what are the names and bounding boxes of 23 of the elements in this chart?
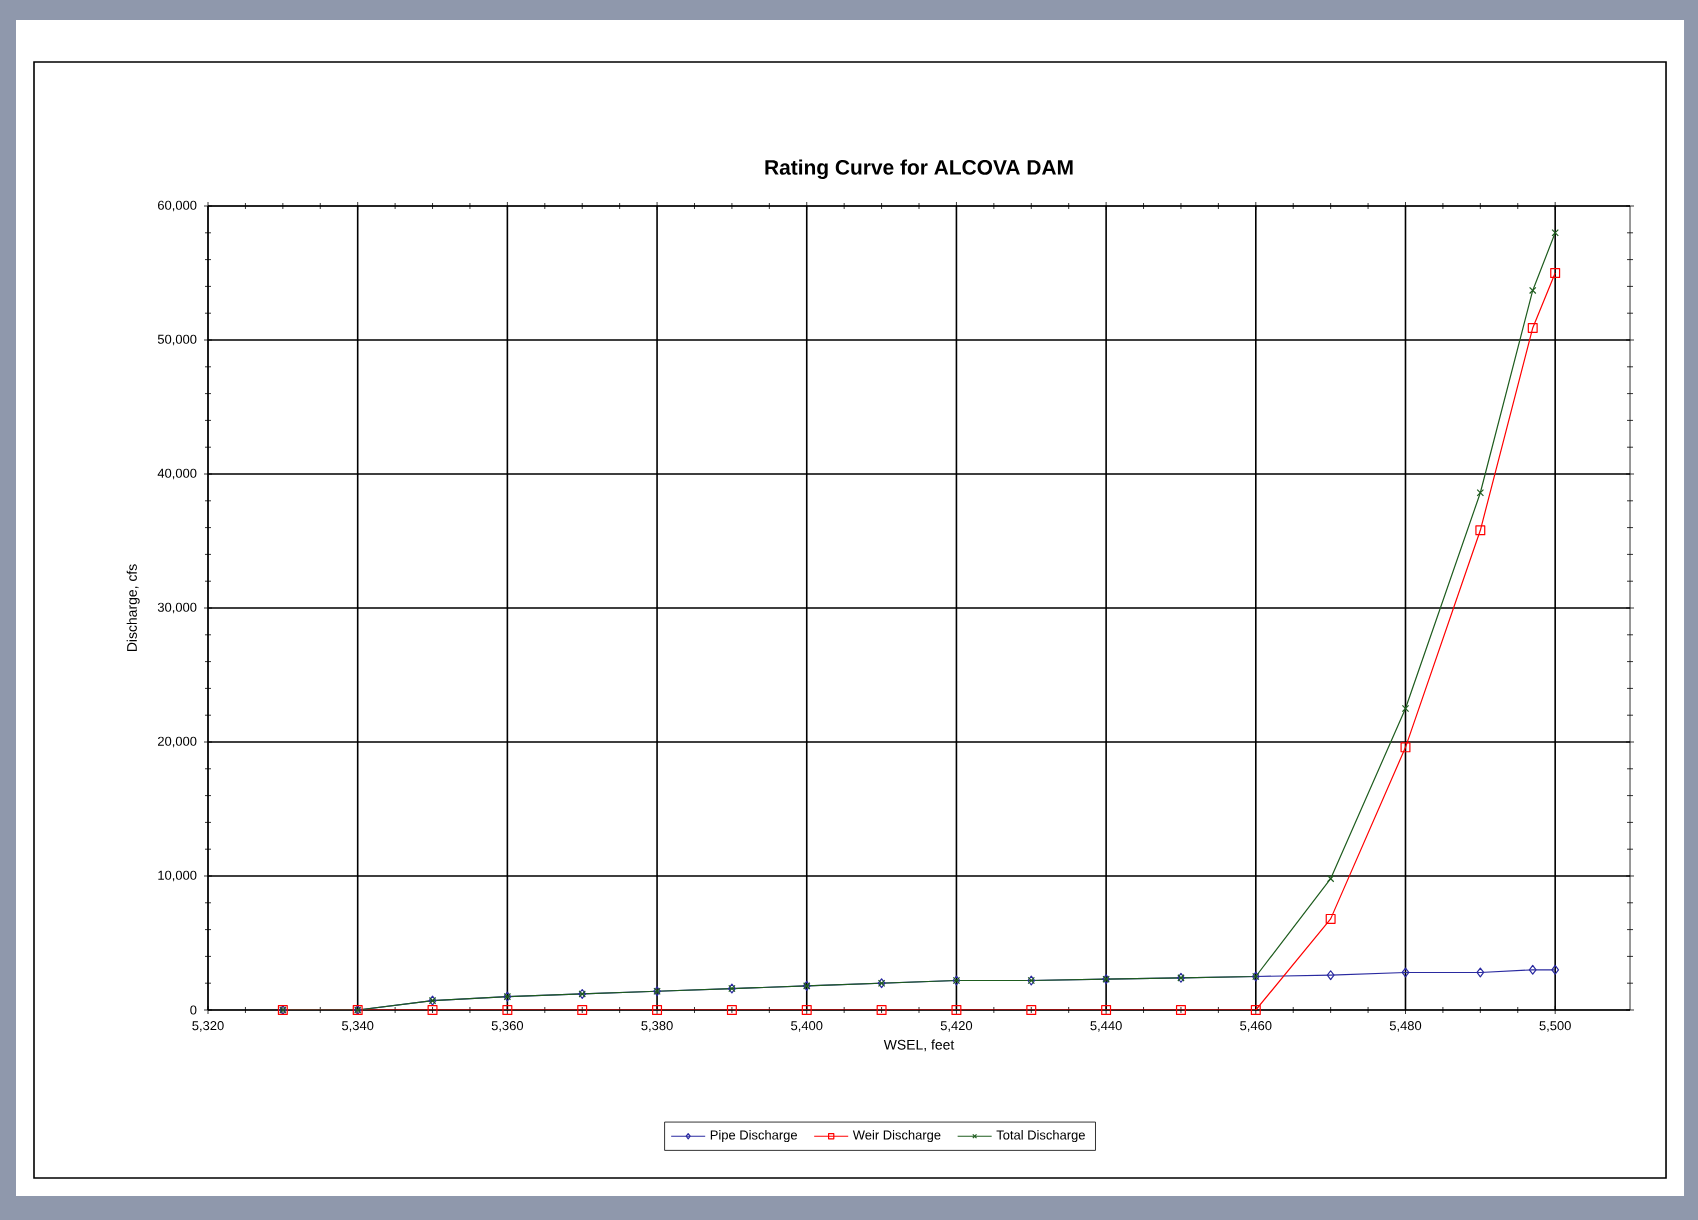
point	[1528, 964, 1537, 975]
point	[876, 1005, 887, 1015]
point	[1400, 742, 1411, 753]
point	[652, 1005, 663, 1015]
point	[502, 1005, 513, 1015]
point	[1475, 525, 1486, 536]
point	[1325, 913, 1336, 924]
point	[1175, 1005, 1186, 1015]
point	[1527, 322, 1538, 333]
point	[1401, 967, 1410, 978]
point	[951, 1005, 962, 1015]
point	[1101, 1005, 1112, 1015]
point	[1326, 970, 1335, 981]
point	[1476, 967, 1485, 978]
point	[1529, 286, 1537, 295]
point	[801, 1005, 812, 1015]
point	[577, 1005, 588, 1015]
point	[726, 1005, 737, 1015]
point	[427, 1005, 438, 1015]
point	[1250, 1005, 1261, 1015]
chart-title: Rating Curve for ALCOVA DAM	[765, 159, 1073, 180]
point	[1026, 1005, 1037, 1015]
point	[1550, 268, 1561, 278]
